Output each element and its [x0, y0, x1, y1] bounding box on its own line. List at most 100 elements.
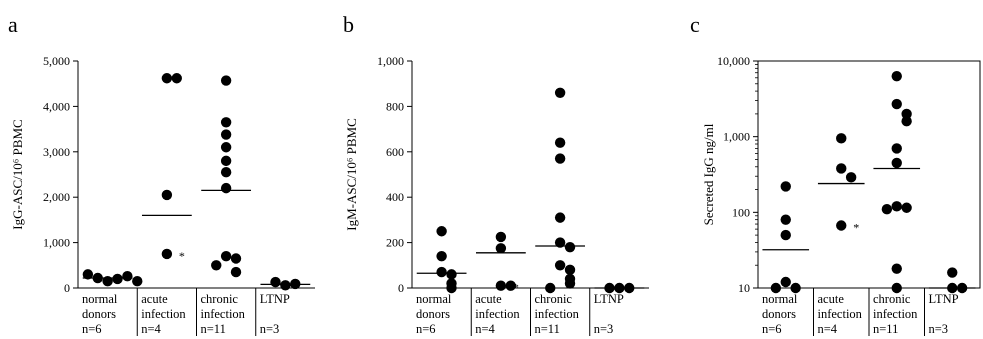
data-point	[891, 70, 902, 82]
data-point	[495, 231, 507, 243]
data-point	[891, 201, 902, 212]
x-category-label: infection	[535, 307, 580, 321]
y-tick-label: 10	[738, 281, 750, 295]
data-point	[82, 269, 94, 280]
significance-marker: *	[179, 249, 185, 263]
y-tick-label: 800	[386, 99, 404, 113]
x-category-label: LTNP	[929, 292, 959, 306]
data-point	[230, 253, 242, 264]
data-point	[780, 276, 791, 288]
data-point	[901, 108, 912, 120]
data-point	[436, 266, 447, 278]
data-point	[495, 280, 507, 291]
data-point	[554, 237, 566, 248]
data-point	[891, 98, 902, 110]
data-point	[161, 189, 173, 201]
x-category-label: LTNP	[260, 292, 290, 306]
y-tick-label: 3,000	[43, 145, 70, 159]
data-point	[790, 282, 801, 294]
data-point	[554, 87, 566, 98]
data-point	[891, 282, 902, 294]
panel-label: a	[8, 12, 18, 37]
x-category-label: n=11	[535, 322, 560, 336]
y-tick-label: 1,000	[723, 130, 750, 144]
data-point	[220, 75, 232, 86]
panel-label: c	[690, 12, 700, 37]
data-point	[564, 264, 576, 276]
data-point	[446, 269, 457, 280]
data-point	[495, 243, 507, 254]
panel-label: b	[343, 12, 354, 37]
data-point	[836, 163, 847, 174]
x-category-label: donors	[762, 307, 796, 321]
chart-panel-c: c 10 100 1,000 10,000 Secreted IgG ng/ml norma…	[690, 12, 981, 336]
x-category-label: infection	[201, 307, 246, 321]
data-point	[947, 267, 958, 278]
data-point	[836, 220, 847, 231]
data-point	[220, 129, 232, 140]
data-point	[505, 280, 516, 291]
data-point	[901, 202, 912, 213]
x-category-label: n=6	[82, 322, 102, 336]
x-category-label: donors	[416, 307, 450, 321]
data-point	[780, 181, 791, 192]
data-point	[220, 251, 232, 262]
y-tick-label: 400	[386, 190, 404, 204]
x-category-label: infection	[475, 307, 520, 321]
x-category-label: n=4	[475, 322, 495, 336]
x-category-label: n=6	[762, 322, 782, 336]
data-point	[881, 204, 893, 215]
data-point	[161, 73, 173, 84]
data-point	[891, 263, 902, 274]
data-point	[230, 266, 242, 278]
x-category-label: chronic	[201, 292, 239, 306]
y-tick-label: 5,000	[43, 54, 70, 68]
data-point	[132, 275, 143, 287]
data-point	[436, 251, 447, 262]
x-category-label: donors	[82, 307, 116, 321]
data-point	[564, 278, 576, 289]
data-point	[770, 282, 782, 294]
data-point	[901, 116, 912, 127]
data-point	[436, 226, 447, 237]
data-point	[554, 212, 566, 223]
data-point	[171, 73, 182, 84]
y-tick-label: 100	[732, 205, 750, 219]
x-category-label: normal	[762, 292, 798, 306]
x-category-label: n=3	[929, 322, 949, 336]
significance-marker: *	[513, 281, 519, 295]
x-category-label: chronic	[873, 292, 911, 306]
y-tick-label: 200	[386, 236, 404, 250]
x-category-label: infection	[818, 307, 863, 321]
y-tick-label: 1,000	[377, 54, 404, 68]
data-point	[554, 260, 566, 271]
data-point	[220, 155, 232, 167]
data-point	[891, 143, 902, 154]
x-category-label: n=3	[260, 322, 280, 336]
y-tick-label: 1,000	[43, 236, 70, 250]
x-category-label: n=11	[873, 322, 898, 336]
x-category-label: acute	[141, 292, 168, 306]
data-point	[112, 273, 123, 285]
data-point	[564, 241, 576, 253]
chart-panel-a: a 0 1,000 2,000 3,000 4,000 5,000 IgG-ASC/10⁶ P…	[8, 12, 315, 336]
data-point	[545, 282, 556, 294]
data-point	[554, 137, 566, 148]
x-category-label: acute	[475, 292, 502, 306]
data-point	[211, 260, 222, 271]
data-point	[122, 270, 133, 282]
y-tick-label: 600	[386, 145, 404, 159]
data-point	[554, 153, 566, 164]
y-tick-label: 0	[64, 281, 70, 295]
x-category-label: n=4	[818, 322, 838, 336]
data-point	[780, 229, 791, 241]
y-tick-label: 2,000	[43, 190, 70, 204]
data-point	[891, 157, 902, 169]
y-axis-label: Secreted IgG ng/ml	[701, 123, 716, 225]
chart-panel-b: b 0 200 400 600 800 1,000 IgM-ASC/10⁶ PBMC norma…	[343, 12, 649, 336]
y-tick-label: 0	[398, 281, 404, 295]
x-category-label: acute	[818, 292, 845, 306]
data-point	[220, 142, 232, 153]
y-tick-label: 4,000	[43, 99, 70, 113]
